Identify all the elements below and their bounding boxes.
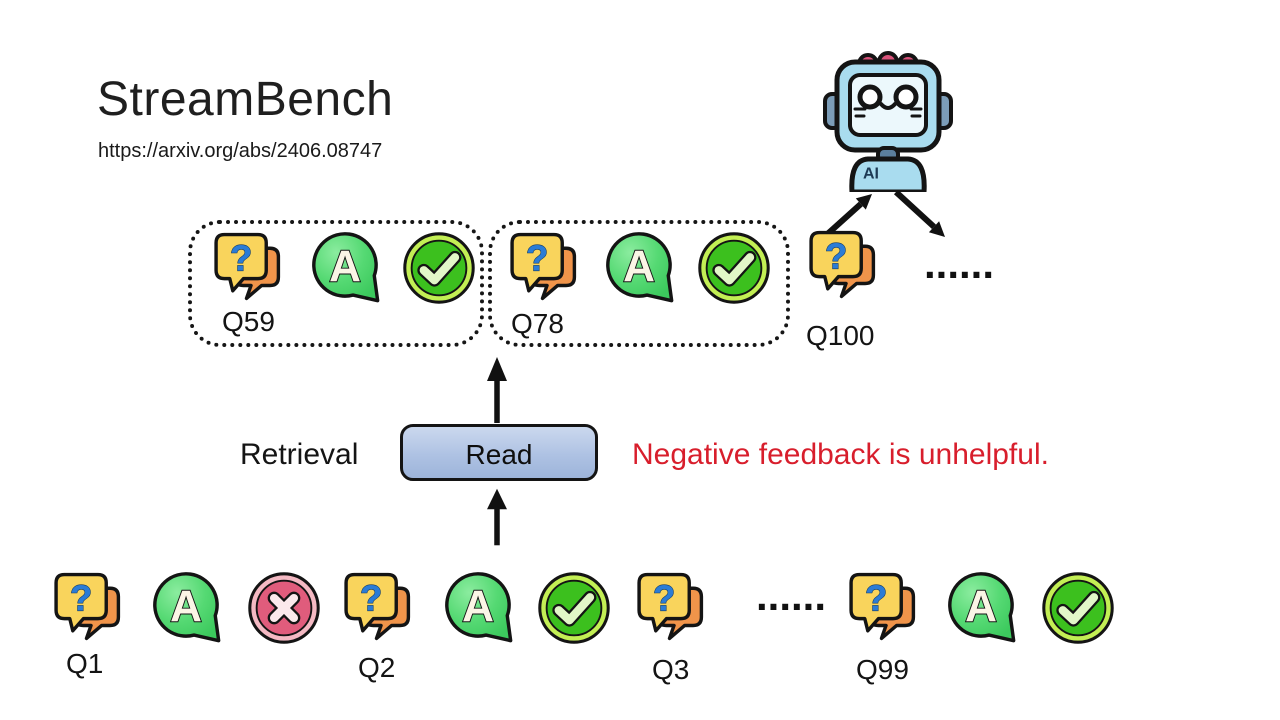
arrow-out-icon xyxy=(893,189,945,237)
read-node: Read xyxy=(400,424,598,481)
memory-group-q59 xyxy=(188,220,484,347)
question-icon xyxy=(633,570,709,646)
correct-icon xyxy=(536,570,612,646)
page-title: StreamBench xyxy=(97,73,394,126)
item-label: Q1 xyxy=(66,648,104,679)
ellipsis-dots: ...... xyxy=(756,572,827,619)
memory-group-q78 xyxy=(488,220,790,347)
answer-icon xyxy=(601,230,677,306)
ellipsis-dots: ...... xyxy=(924,240,995,287)
robot-icon: AI xyxy=(823,51,953,192)
retrieval-label: Retrieval xyxy=(240,438,359,471)
item-label: Q59 xyxy=(222,306,275,337)
question-icon xyxy=(845,570,921,646)
item-label: Q78 xyxy=(511,308,564,339)
item-label: Q99 xyxy=(856,654,909,685)
item-label: Q100 xyxy=(806,320,875,351)
question-icon xyxy=(805,228,881,304)
answer-icon xyxy=(440,570,516,646)
wrong-icon xyxy=(246,570,322,646)
correct-icon xyxy=(696,230,772,306)
paper-url: https://arxiv.org/abs/2406.08747 xyxy=(98,140,383,162)
correct-icon xyxy=(1040,570,1116,646)
robot-ai-label: AI xyxy=(863,166,879,183)
arrow-up-icon xyxy=(487,357,507,423)
answer-icon xyxy=(148,570,224,646)
answer-icon xyxy=(943,570,1019,646)
question-icon xyxy=(210,230,286,306)
answer-icon xyxy=(307,230,383,306)
item-label: Q3 xyxy=(652,654,690,685)
annotation-text: Negative feedback is unhelpful. xyxy=(632,438,1049,471)
item-label: Q2 xyxy=(358,652,396,683)
question-icon xyxy=(340,570,416,646)
correct-icon xyxy=(401,230,477,306)
arrow-up-icon xyxy=(487,488,507,546)
question-icon xyxy=(506,230,582,306)
question-icon xyxy=(50,570,126,646)
